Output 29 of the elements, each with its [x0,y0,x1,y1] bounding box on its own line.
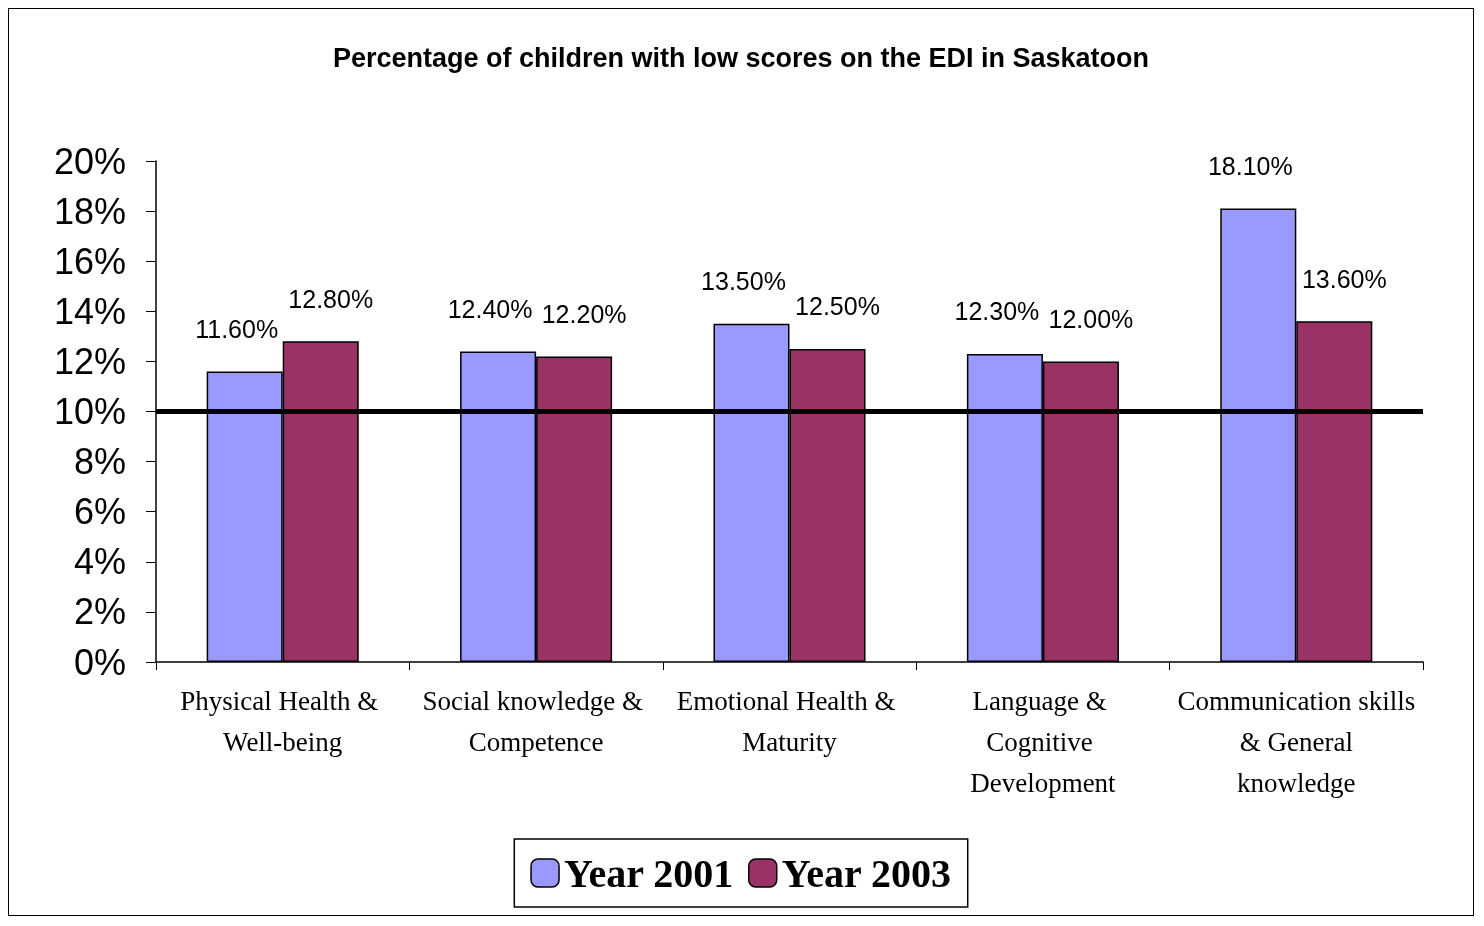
legend-label: Year 2001 [564,850,734,896]
y-tick-label: 10% [53,391,126,432]
y-tick-label: 14% [53,290,126,332]
x-tick-label: Social knowledge & Competence [422,685,650,757]
data-label: 12.00% [1048,304,1134,333]
data-label: 12.30% [954,297,1040,326]
x-tick-label: Physical Health & Well-being [180,685,386,757]
y-tick-label: 20% [53,140,126,182]
y-tick-label: 6% [73,491,126,533]
data-label: 11.60% [195,314,279,343]
y-tick-label: 2% [73,591,126,633]
x-tick-label: Communication skills & General knowledge [1177,685,1416,798]
data-label: 12.40% [447,294,533,323]
y-tick-label: 16% [53,240,126,282]
legend-label: Year 2003 [781,850,951,896]
data-label: 12.50% [795,292,880,321]
data-label: 13.60% [1301,264,1387,293]
y-tick-label: 0% [73,641,126,683]
data-label: 18.10% [1207,152,1293,181]
data-label: 12.80% [288,284,374,313]
y-tick-label: 8% [73,441,126,483]
data-label: 12.20% [541,299,627,328]
y-tick-label: 18% [53,190,126,232]
chart-title: Percentage of children with low scores on the EDI in Saskatoon [332,42,1150,73]
y-tick-label: 4% [73,541,126,583]
y-tick-label: 12% [53,340,126,382]
x-tick-label: Language & Cognitive Development [970,685,1117,798]
data-label: 13.50% [701,267,786,296]
x-tick-label: Emotional Health & Maturity [676,685,903,757]
